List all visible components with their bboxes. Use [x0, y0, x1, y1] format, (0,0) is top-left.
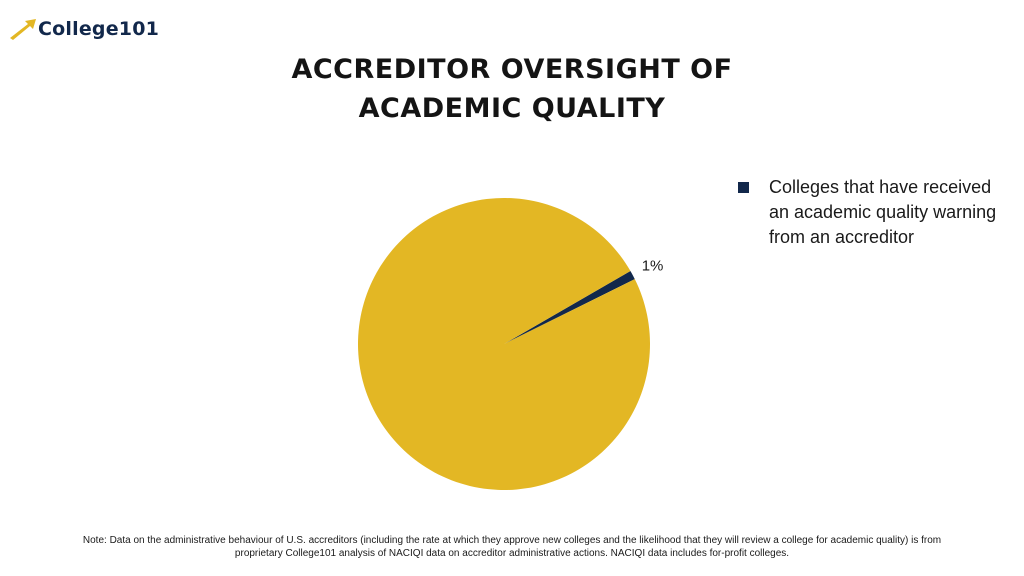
legend-label: Colleges that have received an academic … — [769, 177, 997, 247]
pie-slice-0 — [504, 271, 635, 344]
title-line-1: ACCREDITOR OVERSIGHT OF — [291, 54, 733, 85]
legend: Colleges that have received an academic … — [738, 175, 1008, 250]
footnote: Note: Data on the administrative behavio… — [82, 535, 942, 559]
pie-data-label-0: 1% — [642, 258, 664, 275]
title-line-2: ACADEMIC QUALITY — [358, 93, 666, 124]
brand-logo[interactable]: College101 — [8, 16, 159, 42]
pie-slice-1 — [358, 198, 651, 491]
legend-swatch — [738, 182, 749, 193]
brand-name: College101 — [38, 18, 160, 40]
arrow-logo-icon — [10, 19, 36, 40]
pie-chart: 1% — [358, 198, 664, 491]
chart-title: ACCREDITOR OVERSIGHT OF ACADEMIC QUALITY — [212, 50, 812, 128]
